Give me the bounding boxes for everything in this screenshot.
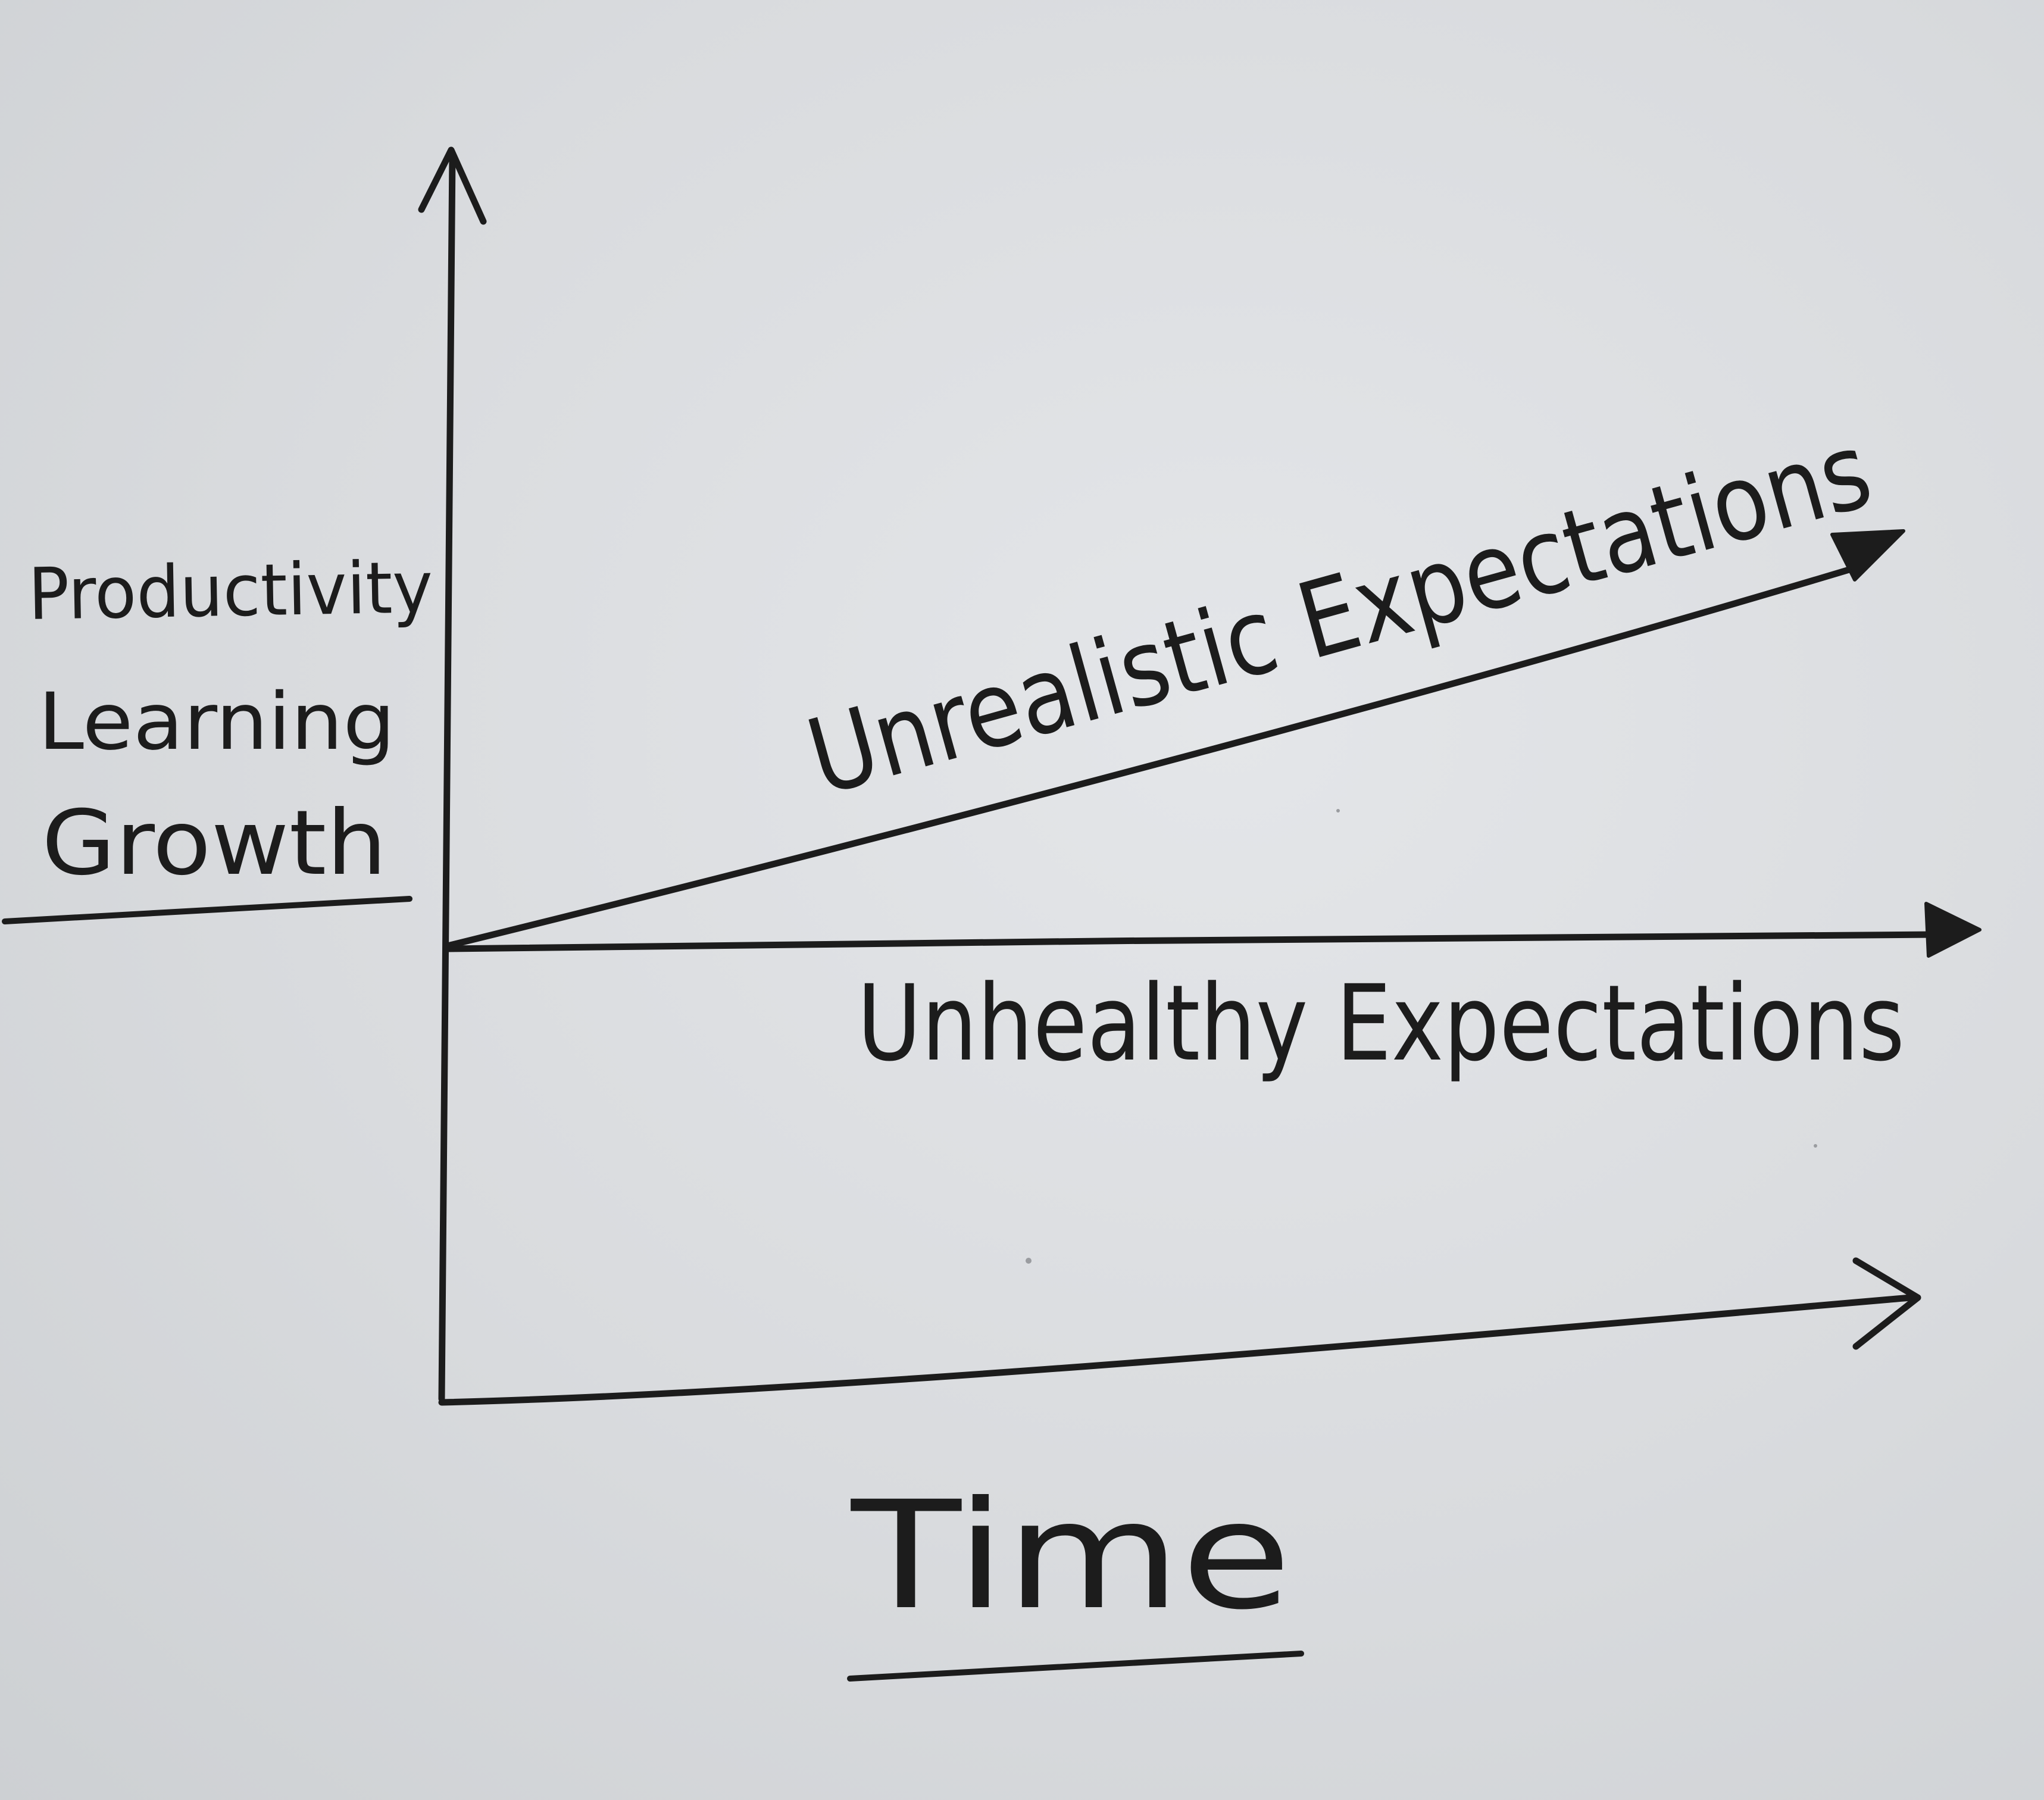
- unhealthy-arrowhead-icon: [1926, 904, 1980, 956]
- unhealthy-expectations-line: [448, 904, 1980, 956]
- x-axis-label-text: Time: [851, 1469, 1292, 1642]
- y-axis-label-underline: [5, 899, 410, 921]
- y-axis-label: Productivity Learning Growth: [5, 546, 433, 921]
- paper-speck: [1814, 1144, 1817, 1148]
- unrealistic-expectations-label: Unrealistic Expectations: [795, 409, 1883, 819]
- y-axis-label-line-1: Productivity: [27, 546, 433, 636]
- paper-speck: [1336, 809, 1340, 812]
- y-axis: [421, 150, 483, 1399]
- y-axis-label-line-2: Learning: [38, 676, 395, 768]
- paper-speck: [1026, 1258, 1032, 1264]
- y-axis-label-line-3: Growth: [42, 792, 387, 895]
- unrealistic-expectations-line: [450, 531, 1904, 945]
- unhealthy-expectations-label: Unhealthy Expectations: [857, 962, 1905, 1085]
- x-axis: [442, 1261, 1918, 1402]
- x-axis-label: Time: [850, 1469, 1301, 1679]
- x-axis-label-underline: [850, 1654, 1301, 1679]
